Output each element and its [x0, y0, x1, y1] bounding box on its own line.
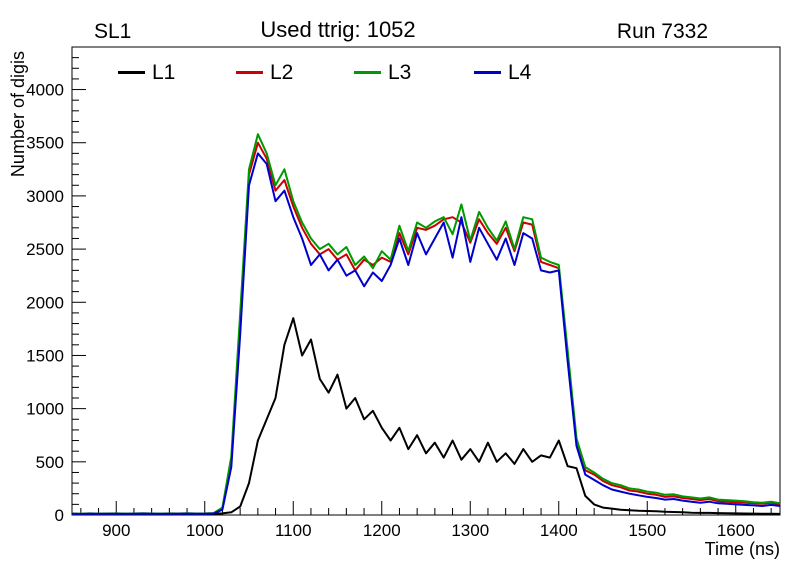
x-tick-labels: 900 1000 1100 1200 1300 1400 1500 1600 [102, 521, 755, 540]
y-tick-labels: 0 500 1000 1500 2000 2500 3000 3500 4000 [26, 81, 64, 525]
legend-line-sample [118, 71, 145, 74]
legend-line-sample [236, 71, 263, 74]
y-tick-label: 2500 [26, 240, 64, 259]
x-tick-label: 1400 [540, 521, 578, 540]
x-tick-label: 1100 [275, 521, 312, 540]
x-tick-label: 1000 [186, 521, 224, 540]
superlayer-label: SL1 [94, 20, 132, 43]
y-tick-label: 500 [36, 453, 64, 472]
series-line-L3 [72, 133, 780, 515]
legend-label: L3 [388, 61, 412, 84]
legend-line-sample [474, 71, 501, 74]
x-tick-label: 1200 [363, 521, 401, 540]
y-tick-label: 3500 [26, 134, 64, 153]
legend-item-L4: L4 [474, 62, 531, 83]
legend-label: L4 [508, 61, 532, 84]
legend-item-L1: L1 [118, 62, 175, 83]
legend-item-L3: L3 [354, 62, 411, 83]
plot-title: Used ttrig: 1052 [260, 17, 416, 42]
legend-line-sample [354, 71, 381, 74]
y-tick-label: 3000 [26, 187, 64, 206]
x-tick-label: 900 [102, 521, 130, 540]
y-tick-label: 4000 [26, 81, 64, 100]
legend-item-L2: L2 [236, 62, 293, 83]
x-tick-label: 1600 [717, 521, 755, 540]
y-tick-label: 1500 [26, 346, 64, 365]
plot-frame [71, 46, 781, 516]
series-line-L1 [72, 317, 780, 515]
y-axis-title: Number of digis [8, 51, 28, 177]
legend-label: L1 [152, 61, 176, 84]
legend-label: L2 [270, 61, 294, 84]
series-line-L4 [72, 152, 780, 515]
y-tick-label: 0 [55, 506, 64, 525]
series-line-L2 [72, 141, 780, 515]
run-number-label: Run 7332 [616, 20, 708, 43]
x-tick-label: 1500 [628, 521, 666, 540]
y-tick-label: 1000 [26, 400, 64, 419]
y-tick-label: 2000 [26, 293, 64, 312]
x-axis-title: Time (ns) [705, 539, 780, 559]
y-axis-ticks [72, 46, 86, 516]
x-tick-label: 1300 [451, 521, 489, 540]
